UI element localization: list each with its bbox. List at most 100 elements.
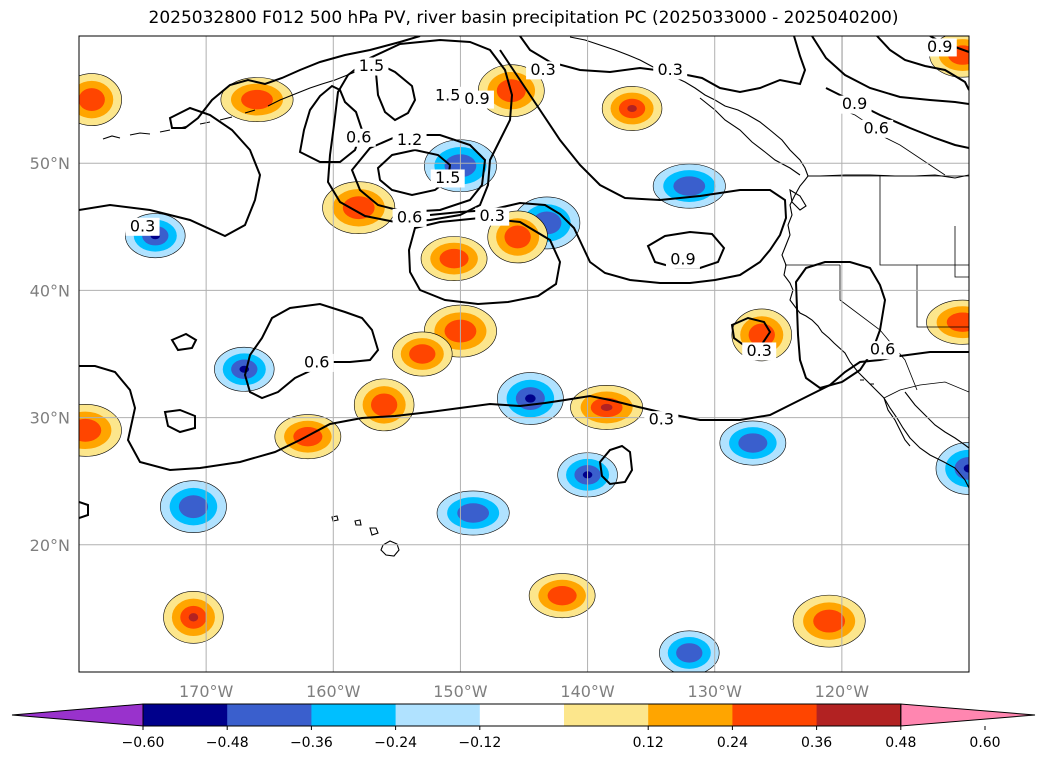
- colorbar-segment: [143, 704, 228, 726]
- contour-label: 0.6: [870, 340, 895, 359]
- colorbar-segment: [564, 704, 649, 726]
- x-tick-label: 130°W: [688, 682, 743, 701]
- colorbar-extend-low: [11, 703, 144, 727]
- colorbar-tick-label: 0.24: [717, 735, 748, 751]
- oahu-island: [354, 519, 362, 526]
- y-tick-label: 30°N: [30, 409, 70, 428]
- pv-contour-1.2: [350, 134, 487, 214]
- precip-level-ring: [954, 457, 969, 480]
- pv-contour-0.3-ring-a: [170, 332, 198, 352]
- colorbar-tick-label: 0.60: [969, 735, 1000, 751]
- contour-label-bg: [430, 169, 465, 188]
- colorbar-tick-label: 0.36: [801, 735, 832, 751]
- contour-label: 0.6: [346, 127, 371, 146]
- pv-contour-0.6-west-coast: [794, 261, 887, 390]
- precip-level-ring: [79, 418, 102, 442]
- pv-contour-0.9: [326, 38, 514, 224]
- contour-label-bg: [125, 217, 160, 236]
- contour-label: 0.3: [657, 60, 682, 79]
- x-tick-label: 140°W: [560, 682, 615, 701]
- precip-blob: [353, 378, 415, 432]
- colorbar-tick-label: −0.60: [122, 735, 165, 751]
- precip-blob: [420, 236, 488, 282]
- precip-blob: [160, 480, 227, 533]
- precip-level-ring: [600, 403, 613, 411]
- contour-label-bg: [475, 207, 510, 226]
- precip-blob: [719, 420, 787, 466]
- precip-blob: [214, 346, 275, 392]
- contour-label: 0.9: [842, 94, 867, 113]
- colorbar-segment: [395, 704, 481, 726]
- precip-blob: [163, 591, 224, 644]
- pv-contour-1.5-upper: [373, 60, 417, 122]
- y-tick-label: 40°N: [30, 281, 70, 300]
- x-tick-label: 160°W: [306, 682, 361, 701]
- precip-blob: [926, 299, 969, 345]
- contour-label: 1.5: [359, 56, 384, 75]
- colorbar-segment: [816, 704, 902, 726]
- gulf-of-california-coastline: [904, 391, 969, 449]
- baja-california-coastline: [883, 397, 911, 447]
- pv-contour-0.9-ne: [811, 36, 969, 105]
- precip-level-ring: [813, 609, 846, 633]
- contour-label: 0.3: [649, 410, 674, 429]
- precip-level-ring: [963, 464, 969, 473]
- colorbar-tick-label: −0.48: [206, 735, 249, 751]
- x-tick-labels: 170°W 160°W 150°W 140°W 130°W 120°W: [179, 682, 869, 701]
- contour-label-bg: [865, 341, 900, 360]
- map-plot-area: 0.3 0.30.90.60.91.51.5 0.91.21.50.60.6 0.30…: [78, 35, 970, 673]
- precip-level-ring: [738, 433, 768, 453]
- precip-level-ring: [188, 613, 199, 622]
- contour-label: 0.6: [863, 118, 888, 137]
- pv-contour-0.6-sw: [243, 302, 380, 400]
- pv-contour-1.5-lower: [376, 148, 452, 197]
- contour-label-bg: [341, 128, 376, 147]
- precip-level-ring: [547, 585, 577, 606]
- contour-label-bg: [392, 131, 427, 150]
- pv-contours: [79, 36, 969, 519]
- contour-label-bg: [392, 208, 427, 227]
- contour-label-bg: [430, 86, 465, 105]
- pv-contour-0.3-north: [519, 36, 807, 94]
- precip-level-ring: [946, 312, 969, 332]
- colorbar-segment: [648, 704, 733, 726]
- pv-contour-0.6-east: [429, 49, 788, 284]
- precip-level-ring: [504, 225, 531, 249]
- precip-blob: [220, 77, 294, 123]
- x-tick-label: 170°W: [179, 682, 234, 701]
- colorbar-frame: [142, 703, 902, 727]
- contour-label-bg: [837, 95, 872, 114]
- hawaii-island: [380, 540, 400, 557]
- contour-label: 1.5: [435, 168, 460, 187]
- pv-contour-0.3-sw-loop: [163, 408, 196, 434]
- kauai-island: [331, 515, 339, 522]
- contour-label-bg: [653, 61, 688, 80]
- contour-label: 0.9: [464, 89, 489, 108]
- precip-level-ring: [457, 503, 490, 523]
- contour-label: 0.3: [530, 60, 555, 79]
- contour-label-bg: [922, 38, 957, 57]
- vancouver-island: [789, 188, 807, 211]
- pv-contour-0.6: [298, 84, 364, 163]
- precip-blob: [652, 163, 726, 209]
- contour-label: 1.5: [435, 85, 460, 104]
- map-frame: [78, 35, 970, 673]
- pv-contour-0.3-ring-b: [730, 316, 772, 348]
- y-tick-label: 50°N: [30, 154, 70, 173]
- precip-blob: [528, 573, 596, 619]
- precip-level-ring: [178, 495, 208, 519]
- contour-label: 0.3: [746, 341, 771, 360]
- contour-label-bg: [742, 342, 777, 361]
- precip-blob: [79, 73, 122, 126]
- contour-label: 0.3: [479, 206, 504, 225]
- colorbar-tick-label: −0.12: [458, 735, 501, 751]
- us-mexico-border: [883, 381, 969, 399]
- precip-level-ring: [370, 393, 398, 417]
- colorbar-extend-high: [900, 703, 1036, 727]
- precip-blob: [570, 385, 644, 430]
- precip-level-ring: [241, 89, 273, 110]
- precip-blob: [436, 490, 510, 536]
- precip-level-ring: [409, 344, 436, 364]
- alaska-coastline: [569, 36, 809, 177]
